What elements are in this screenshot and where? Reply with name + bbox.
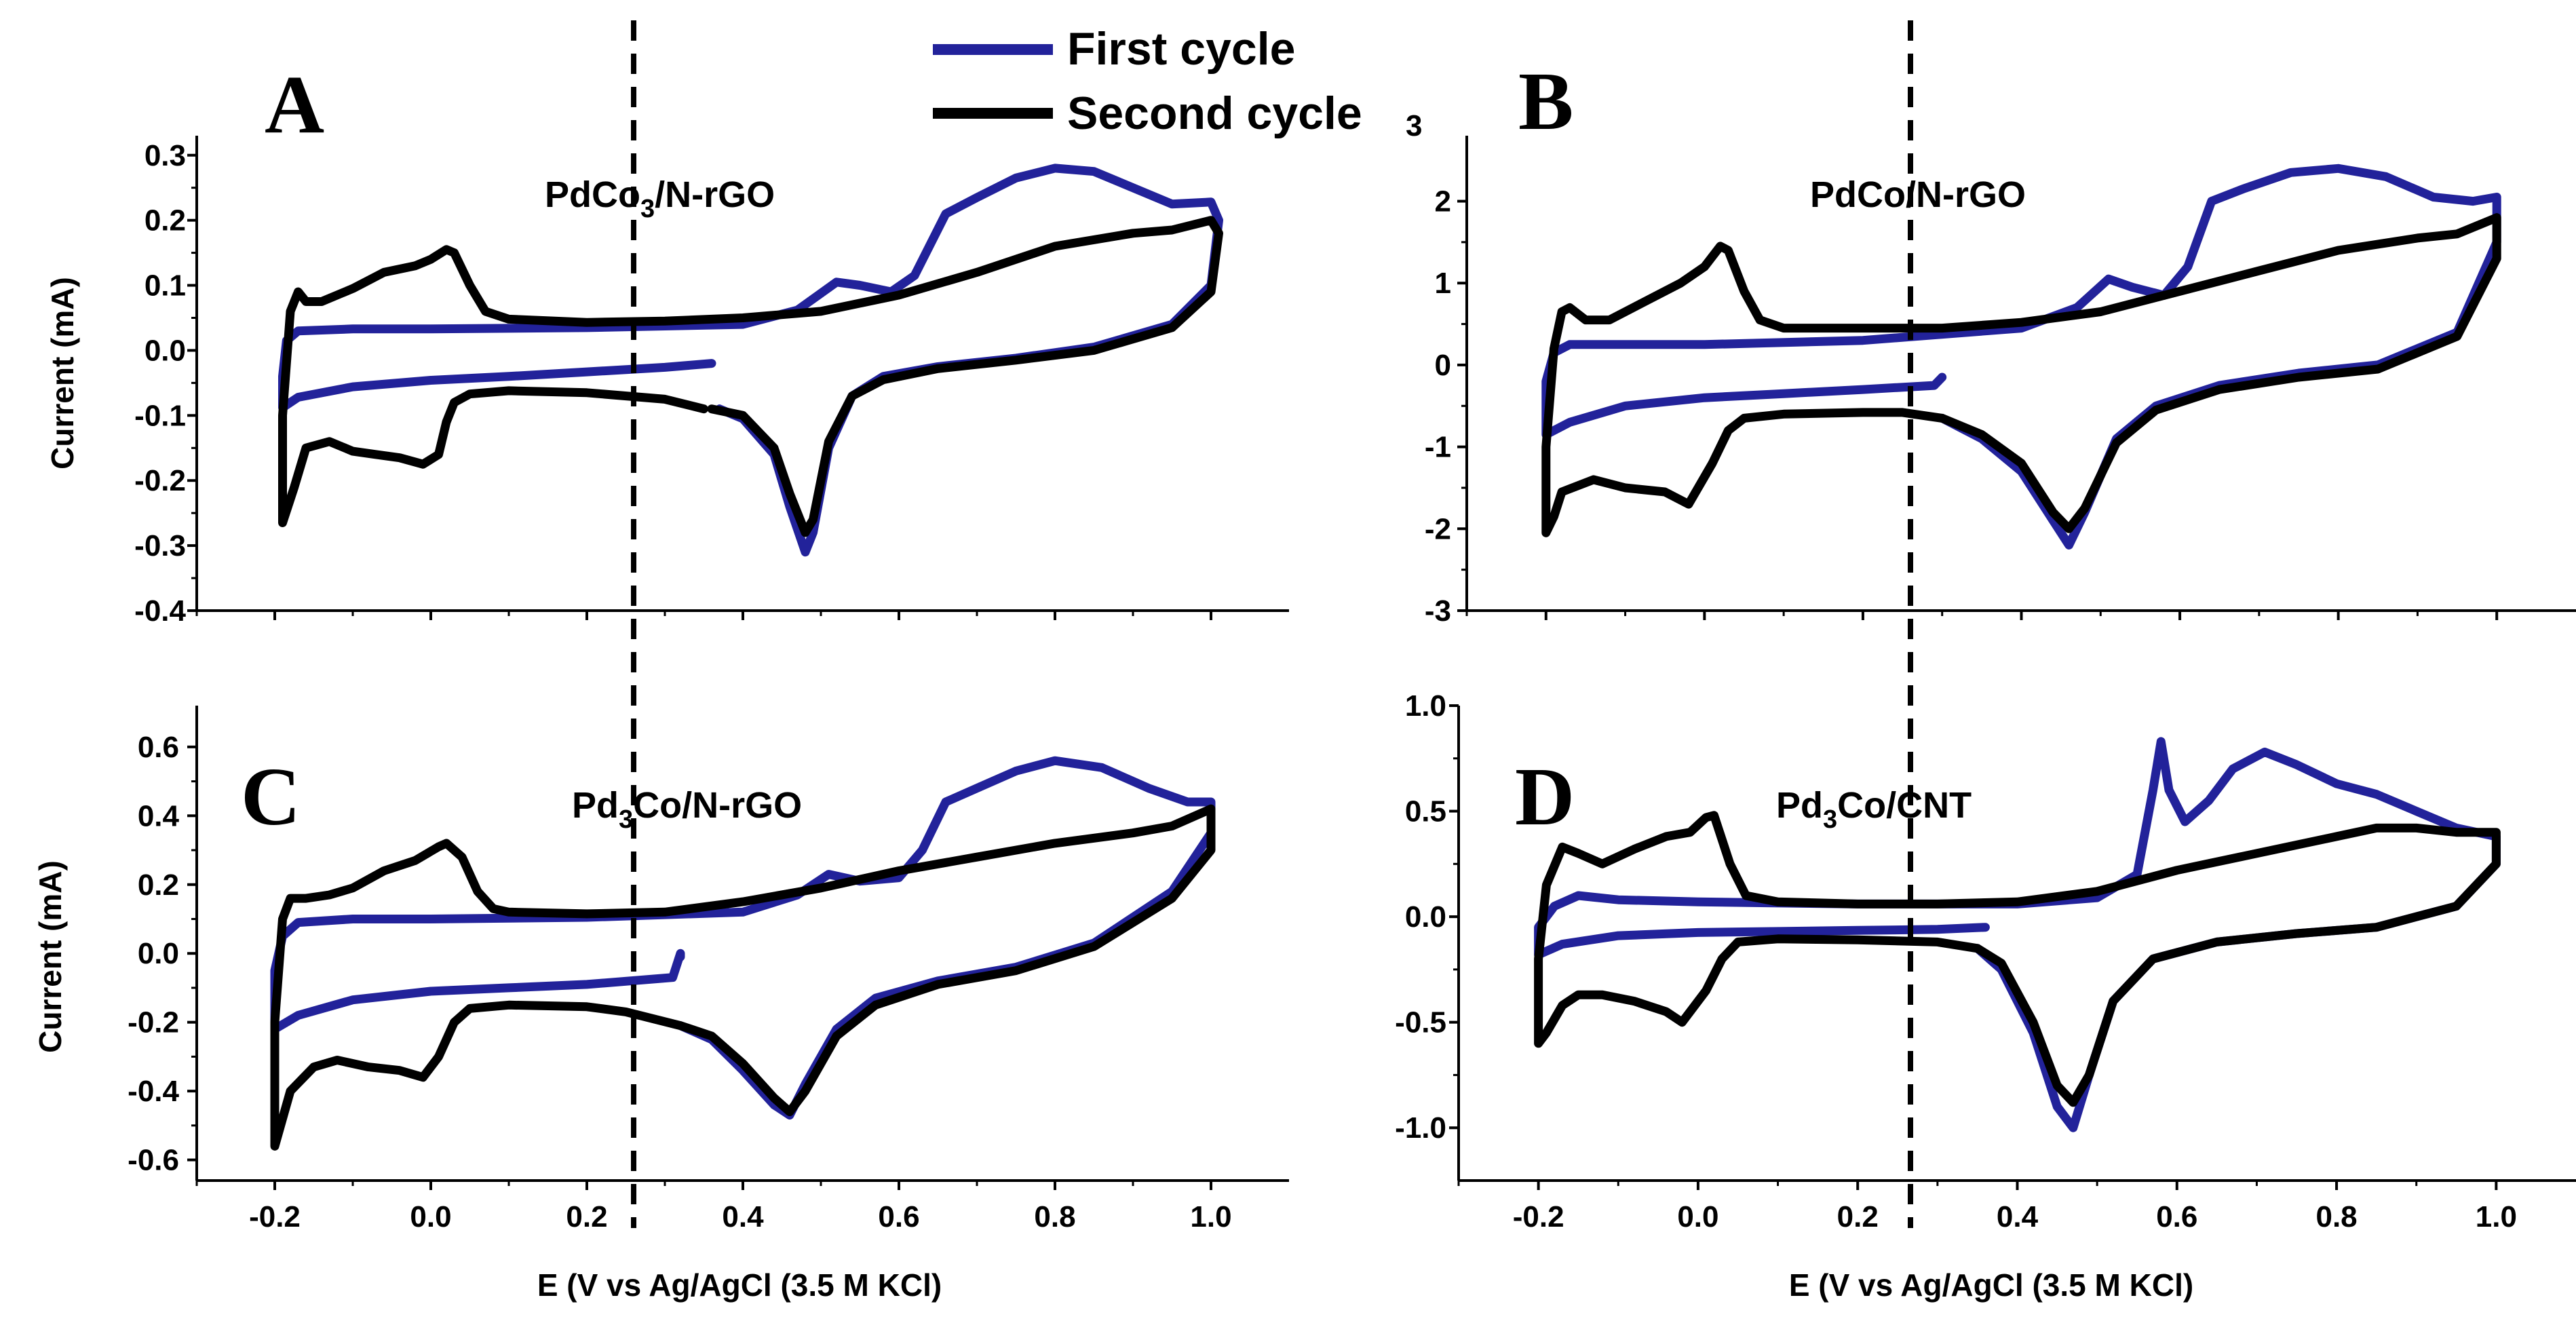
y-tick-label: 0.2 bbox=[138, 868, 179, 902]
panel-title-part: Co/N-rGO bbox=[633, 785, 802, 826]
y-tick-label: -0.4 bbox=[128, 1075, 179, 1108]
legend-label-first-cycle: First cycle bbox=[1067, 23, 1295, 75]
panel-title-part: Pd bbox=[1776, 785, 1823, 826]
y-tick-label: 0.3 bbox=[145, 139, 186, 172]
y-axis-title: Current (mA) bbox=[45, 277, 80, 470]
y-tick-label: 0.6 bbox=[138, 731, 179, 764]
panel-b: B PdCo/N-rGO -3 -2 -1 0 1 2 bbox=[1425, 56, 2576, 628]
panel-title-part: PdCo/N-rGO bbox=[1810, 174, 2026, 215]
y-tick-label: 0.0 bbox=[145, 334, 186, 367]
legend: First cycle Second cycle 3 bbox=[933, 23, 1422, 142]
x-tick-label: 0.6 bbox=[878, 1200, 919, 1233]
axis-ticks: -0.4 -0.3 -0.2 -0.1 0.0 0.1 0.2 0.3 bbox=[134, 136, 1289, 628]
y-tick-label: 0.5 bbox=[1405, 795, 1446, 828]
x-tick-label: 1.0 bbox=[1190, 1200, 1231, 1233]
curves bbox=[1541, 164, 2501, 550]
y-tick-label: 2 bbox=[1435, 185, 1451, 218]
x-tick-label: 0.6 bbox=[2156, 1200, 2197, 1233]
cv-curve-first-cycle bbox=[270, 756, 1216, 1120]
panel-d: D Pd3Co/CNT E (V vs Ag/AgCl (3.5 M KCl) … bbox=[1395, 689, 2576, 1303]
panel-title-subscript: 3 bbox=[1823, 805, 1837, 834]
axis-ticks: -3 -2 -1 0 1 2 bbox=[1425, 136, 2576, 628]
cv-curve-second-cycle bbox=[1534, 811, 2501, 1107]
y-tick-label: 0.1 bbox=[145, 269, 186, 303]
x-tick-label: 0.2 bbox=[1837, 1200, 1879, 1233]
y-tick-label: -1.0 bbox=[1395, 1111, 1446, 1145]
y-tick-label: -0.2 bbox=[128, 1006, 179, 1039]
panel-letter: B bbox=[1518, 56, 1573, 147]
curves bbox=[270, 756, 1216, 1151]
axis-ticks: -1.0 -0.5 0.0 0.5 1.0 -0.2 0.0 0.2 0.4 0.6 0.8 1.0 bbox=[1395, 689, 2576, 1233]
y-tick-label: 0.4 bbox=[138, 799, 180, 832]
cv-curve-first-cycle bbox=[1534, 737, 2501, 1132]
y-tick-label: 0.2 bbox=[145, 204, 186, 237]
cv-curve-first-cycle bbox=[278, 164, 1223, 557]
y-tick-label: 0.0 bbox=[1405, 900, 1446, 934]
y-tick-label: -0.2 bbox=[134, 464, 186, 497]
panel-a: Current (mA) A PdCo3/N-rGO -0.4-0.3-0.2-… bbox=[45, 59, 1289, 628]
y-tick-label: -0.3 bbox=[134, 529, 186, 562]
cv-curve-first-cycle bbox=[1541, 164, 2501, 550]
panel-title-part: Pd bbox=[572, 785, 619, 826]
curves bbox=[278, 164, 1223, 557]
panel-title: PdCo3/N-rGO bbox=[545, 174, 775, 223]
panel-letter: D bbox=[1515, 751, 1575, 843]
y-tick-label: -0.6 bbox=[128, 1144, 179, 1177]
x-tick-label: 0.4 bbox=[722, 1200, 764, 1233]
y-tick-label: 1 bbox=[1435, 267, 1451, 300]
panel-title-part: /N-rGO bbox=[655, 174, 775, 215]
panel-title-subscript: 3 bbox=[619, 805, 633, 834]
cv-curve-second-cycle bbox=[1541, 213, 2501, 537]
x-tick-label: 1.0 bbox=[2476, 1200, 2517, 1233]
y-tick-label: -1 bbox=[1425, 431, 1451, 464]
y-tick-label: -0.5 bbox=[1395, 1006, 1446, 1039]
legend-trailing-digit: 3 bbox=[1406, 109, 1422, 142]
panel-title-part: PdCo bbox=[545, 174, 640, 215]
x-tick-label: 0.8 bbox=[2315, 1200, 2357, 1233]
x-tick-label: 0.0 bbox=[410, 1200, 451, 1233]
x-axis-title: E (V vs Ag/AgCl (3.5 M KCl) bbox=[537, 1267, 942, 1303]
cv-curve-second-cycle bbox=[278, 216, 1223, 537]
y-tick-label: 0.0 bbox=[138, 937, 179, 970]
y-tick-label: -2 bbox=[1425, 512, 1451, 545]
x-axis-title: E (V vs Ag/AgCl (3.5 M KCl) bbox=[1789, 1267, 2193, 1303]
panel-title-part: Co/CNT bbox=[1837, 785, 1972, 826]
x-tick-label: 0.8 bbox=[1034, 1200, 1075, 1233]
panel-title: Pd3Co/CNT bbox=[1776, 785, 1972, 834]
curves bbox=[1534, 737, 2501, 1132]
legend-label-second-cycle: Second cycle bbox=[1067, 88, 1362, 139]
y-axis-title: Current (mA) bbox=[33, 860, 68, 1053]
x-tick-label: 0.2 bbox=[566, 1200, 607, 1233]
y-tick-label: 0 bbox=[1435, 349, 1451, 382]
panel-letter: C bbox=[241, 751, 301, 843]
panel-title: PdCo/N-rGO bbox=[1810, 174, 2026, 215]
panel-letter: A bbox=[265, 59, 324, 151]
x-tick-label: 0.0 bbox=[1677, 1200, 1718, 1233]
panel-title-subscript: 3 bbox=[640, 195, 655, 223]
cv-curve-second-cycle bbox=[270, 804, 1216, 1151]
axis-ticks: -0.6 -0.4 -0.2 0.0 0.2 0.4 0.6 -0.2 0.0 0.2 0.4 0.6… bbox=[128, 706, 1289, 1233]
y-tick-label: -3 bbox=[1425, 594, 1451, 628]
x-tick-label: -0.2 bbox=[1513, 1200, 1564, 1233]
y-tick-label: 1.0 bbox=[1405, 689, 1446, 723]
panel-title: Pd3Co/N-rGO bbox=[572, 785, 802, 834]
y-tick-label: -0.1 bbox=[134, 399, 186, 432]
x-tick-label: -0.2 bbox=[249, 1200, 301, 1233]
x-tick-label: 0.4 bbox=[1997, 1200, 2039, 1233]
y-tick-label: -0.4 bbox=[134, 594, 186, 628]
panel-c: Current (mA) C Pd3Co/N-rGO E (V vs Ag/Ag… bbox=[33, 706, 1289, 1303]
